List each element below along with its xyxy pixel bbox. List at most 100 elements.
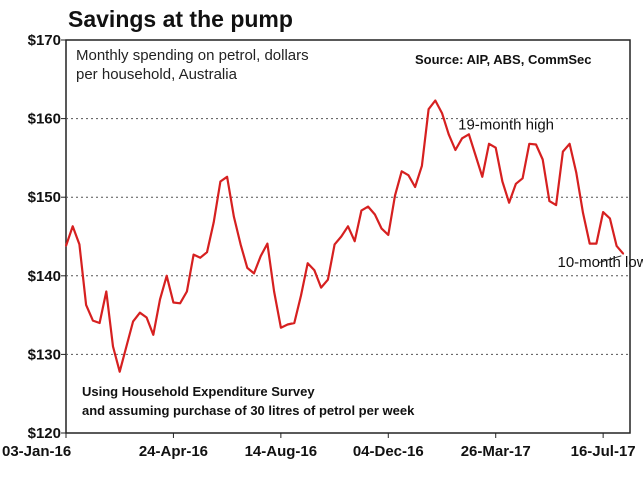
x-tick-label: 26-Mar-17: [461, 443, 531, 460]
data-point: [186, 290, 188, 293]
data-point: [468, 133, 470, 136]
data-point: [306, 262, 309, 265]
data-point: [259, 255, 262, 257]
data-point: [501, 180, 504, 183]
data-point: [206, 251, 208, 253]
data-point: [508, 201, 510, 204]
data-point: [253, 272, 255, 275]
subtitle-line-1: Monthly spending on petrol, dollars: [76, 47, 309, 64]
series-line-0: [64, 99, 625, 373]
data-point: [474, 154, 477, 157]
plot-frame: [65, 39, 631, 434]
y-tick-label: $130: [28, 346, 61, 363]
methodology-note-line-1: Using Household Expenditure Survey: [82, 384, 315, 399]
data-point: [65, 245, 67, 247]
data-point: [434, 99, 437, 102]
data-point: [575, 172, 578, 174]
data-point: [246, 267, 249, 269]
data-point: [562, 150, 564, 153]
data-point: [226, 176, 228, 178]
data-point: [286, 323, 289, 326]
data-point: [394, 194, 396, 197]
data-point: [125, 345, 128, 348]
data-point: [145, 316, 148, 319]
data-point: [515, 183, 517, 185]
data-point: [568, 143, 571, 145]
data-point: [367, 205, 369, 208]
data-point: [360, 209, 363, 212]
y-tick-label: $140: [28, 268, 61, 285]
data-point: [313, 269, 316, 272]
data-point: [400, 170, 403, 173]
data-point: [212, 221, 215, 224]
data-point: [340, 235, 343, 238]
data-point: [582, 212, 584, 214]
data-point: [548, 200, 551, 202]
data-point: [233, 216, 235, 218]
data-point: [132, 320, 134, 323]
data-point: [118, 370, 121, 373]
data-point: [615, 245, 618, 247]
data-point: [595, 242, 598, 245]
annotation-label: 19-month high: [458, 117, 554, 134]
data-point: [273, 290, 275, 293]
x-tick-label: 16-Jul-17: [571, 443, 636, 460]
data-point: [441, 112, 443, 114]
data-point: [541, 158, 544, 161]
annotation-leader-line: [598, 255, 622, 264]
y-tick-label: $120: [28, 425, 61, 442]
data-point: [588, 242, 591, 245]
data-point: [427, 108, 430, 110]
data-point: [374, 213, 376, 216]
data-point: [494, 146, 497, 149]
y-tick-label: $150: [28, 189, 61, 206]
data-point: [481, 176, 484, 178]
data-point: [105, 290, 108, 293]
data-point: [152, 334, 155, 336]
data-point: [92, 319, 94, 322]
data-point: [78, 243, 81, 246]
data-point: [280, 326, 282, 329]
gridlines: [66, 118, 630, 355]
data-point: [179, 302, 181, 305]
data-point: [199, 256, 202, 259]
data-point: [414, 186, 416, 188]
series-group: [64, 99, 625, 373]
data-point: [555, 204, 557, 206]
y-axis: $120 $130 $140 $150 $160 $170: [28, 32, 66, 442]
data-point: [353, 240, 356, 242]
methodology-note-line-2: and assuming purchase of 30 litres of pe…: [82, 403, 415, 418]
y-tick-label: $160: [28, 111, 61, 128]
y-tick-label: $170: [28, 32, 61, 49]
data-point: [521, 177, 524, 180]
data-point: [535, 143, 537, 146]
data-point: [239, 243, 242, 246]
data-point: [172, 301, 175, 304]
data-point: [85, 304, 87, 306]
data-point: [266, 242, 269, 245]
x-tick-label: 04-Dec-16: [353, 443, 424, 460]
data-point: [112, 345, 114, 348]
data-point: [139, 311, 141, 314]
data-point: [622, 253, 625, 255]
data-point: [320, 286, 322, 289]
subtitle-line-2: per household, Australia: [76, 66, 238, 83]
data-point: [454, 149, 457, 151]
data-point: [192, 253, 195, 256]
data-point: [333, 243, 336, 246]
data-point: [327, 278, 329, 281]
data-point: [380, 227, 383, 230]
data-point: [293, 322, 296, 324]
data-point: [159, 298, 161, 301]
x-tick-label: 24-Apr-16: [139, 443, 208, 460]
data-point: [609, 217, 611, 220]
data-point: [488, 143, 490, 145]
data-point: [387, 234, 390, 236]
data-point: [300, 294, 302, 297]
data-point: [407, 174, 410, 176]
x-axis: 03-Jan-16 24-Apr-16 14-Aug-16 04-Dec-16 26-M…: [2, 433, 636, 460]
data-point: [165, 275, 168, 277]
data-point: [71, 225, 74, 228]
source-note: Source: AIP, ABS, CommSec: [415, 52, 592, 67]
